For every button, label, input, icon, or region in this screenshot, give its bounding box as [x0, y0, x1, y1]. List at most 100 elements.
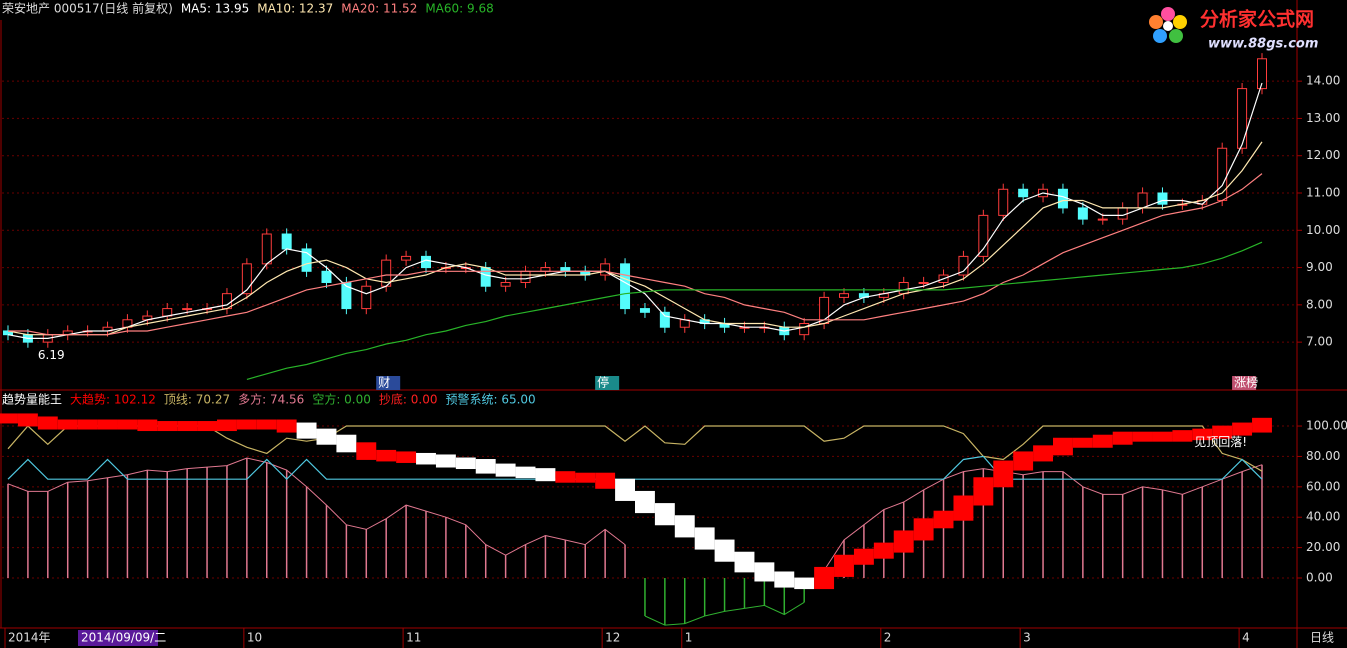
trend-band [515, 466, 536, 479]
trend-band [137, 419, 158, 432]
logo-petal [1149, 15, 1163, 29]
candle-body [281, 233, 292, 250]
candle-body [839, 293, 849, 298]
trend-band [1013, 451, 1034, 471]
trend-band [177, 421, 198, 432]
series-line [246, 241, 1263, 380]
trend-band [734, 551, 755, 573]
trend-band [873, 542, 894, 559]
logo: 分析家公式网 www.88gs.com [1149, 7, 1318, 52]
trend-band [1152, 431, 1173, 442]
y-tick-label: 80.00 [1306, 449, 1340, 463]
trend-band [17, 413, 38, 427]
x-tick-label: 2 [884, 631, 892, 645]
candle-body [898, 281, 909, 295]
series-line [7, 457, 1263, 571]
candle-body [1157, 192, 1168, 205]
y-tick-label: 10.00 [1306, 223, 1340, 237]
candle-body [1117, 207, 1128, 220]
logo-petal [1173, 15, 1187, 29]
trend-band [973, 477, 994, 506]
trend-band [1112, 431, 1133, 445]
candle-body [1237, 88, 1248, 149]
series-line [7, 425, 1263, 472]
annotation-box [595, 376, 620, 390]
trend-band [1072, 437, 1093, 448]
trend-band [217, 419, 237, 432]
x-tick-label: 3 [1023, 631, 1031, 645]
trend-band [555, 471, 576, 483]
annotation: 6.19 [38, 348, 65, 362]
trend-band [435, 454, 456, 468]
trend-band [893, 530, 914, 553]
legend-entry: 预警系统: 65.00 [445, 392, 535, 407]
y-tick-label: 8.00 [1306, 297, 1333, 311]
annotation-box [1232, 376, 1257, 390]
trend-band [814, 566, 835, 590]
y-tick-label: 20.00 [1306, 540, 1340, 554]
trend-band [495, 463, 516, 477]
trend-band [1053, 437, 1073, 456]
period-label: 日线 [1310, 631, 1334, 645]
y-tick-label: 40.00 [1306, 510, 1340, 524]
trend-band [416, 452, 436, 465]
trend-band [197, 421, 217, 432]
trend-band [1132, 431, 1153, 442]
trend-band [774, 571, 795, 588]
annotation-box [376, 376, 401, 390]
x-tick-label: 2014年 [8, 631, 51, 645]
y-tick-label: 14.00 [1306, 74, 1340, 88]
trend-band [455, 457, 476, 470]
trend-band [236, 419, 257, 430]
logo-petal [1161, 7, 1175, 21]
series-line [644, 601, 805, 626]
y-tick-label: 13.00 [1306, 111, 1340, 125]
trend-band [1172, 430, 1193, 442]
candle-body [182, 308, 193, 311]
legend-entry: 抄底: 0.00 [379, 392, 438, 407]
candle-body [1137, 192, 1148, 209]
legend-entry: 顶线: 70.27 [164, 393, 230, 407]
y-tick-label: 7.00 [1306, 335, 1333, 349]
trend-band [933, 510, 954, 529]
cursor-date-box [78, 630, 158, 646]
trend-band [376, 449, 397, 462]
cursor-date: 2014/09/09/二 [81, 631, 166, 645]
y-tick-label: 60.00 [1306, 479, 1340, 493]
trend-band [396, 451, 417, 463]
trend-band [1212, 425, 1233, 439]
legend-entry: MA10: 12.37 [257, 2, 333, 16]
candle-body [978, 214, 989, 257]
trend-band [993, 460, 1014, 488]
legend-entry: MA5: 13.95 [181, 2, 249, 16]
annotation: 财 [378, 376, 390, 390]
candle-body [799, 322, 810, 336]
trend-band [1092, 434, 1113, 448]
candle-body [639, 308, 650, 313]
logo-petal [1169, 29, 1183, 43]
trend-band [336, 434, 357, 453]
candle-body [361, 285, 372, 310]
candle-body [659, 311, 670, 328]
legend-entry: 多方: 74.56 [238, 392, 304, 407]
trend-band [635, 490, 655, 514]
legend-entry: 空方: 0.00 [312, 392, 371, 407]
trend-band [1033, 445, 1053, 462]
trend-band [575, 472, 596, 483]
logo-name: 分析家公式网 [1200, 8, 1314, 31]
trend-band [57, 419, 78, 430]
trend-band [834, 554, 854, 577]
logo-url: www.88gs.com [1208, 37, 1318, 52]
series-line [7, 141, 1263, 336]
logo-petal [1153, 29, 1167, 43]
candle-body [1018, 188, 1029, 198]
trend-band [754, 562, 775, 582]
x-tick-label: 10 [247, 631, 262, 645]
candle-body [480, 267, 491, 287]
legend-entry: MA20: 11.52 [341, 2, 417, 16]
candle-body [1097, 218, 1108, 221]
y-tick-label: 100.00 [1306, 419, 1347, 433]
candle-body [1257, 58, 1267, 90]
